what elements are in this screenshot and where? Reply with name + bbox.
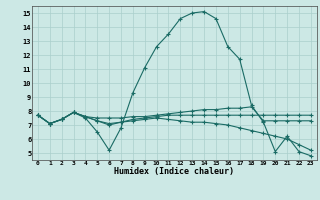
X-axis label: Humidex (Indice chaleur): Humidex (Indice chaleur) [115, 167, 234, 176]
